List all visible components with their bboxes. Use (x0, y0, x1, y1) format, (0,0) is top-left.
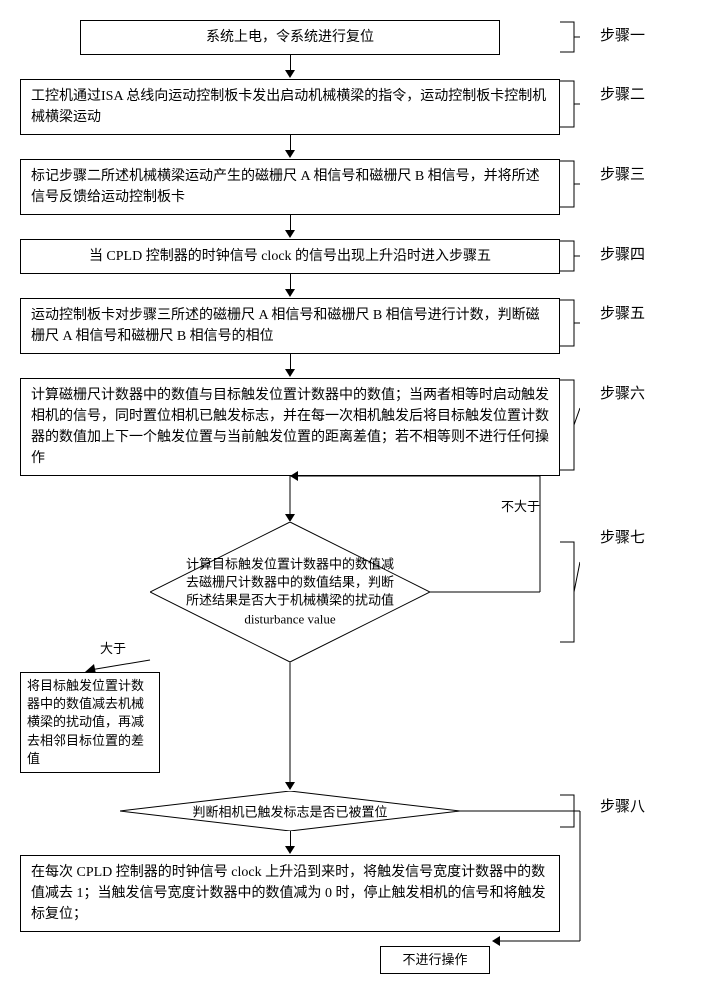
arrow-3-4 (20, 215, 560, 239)
step-6-label: 步骤六 (580, 378, 680, 403)
step-2-label: 步骤二 (580, 79, 680, 104)
step-7-gt-region: 将目标触发位置计数器中的数值减去机械横梁的扰动值，再减去相邻目标位置的差值 (20, 672, 560, 773)
step-8-no-text: 不进行操作 (402, 952, 467, 967)
step-3-row: 标记步骤二所述机械横梁运动产生的磁栅尺 A 相信号和磁栅尺 B 相信号，并将所述… (20, 159, 691, 215)
arrow-1-2 (20, 55, 560, 79)
step-8-no-region: 不进行操作 (20, 932, 560, 982)
step-8-yes-row: 在每次 CPLD 控制器的时钟信号 clock 上升沿到来时，将触发信号宽度计数… (20, 855, 691, 932)
step-4-text: 当 CPLD 控制器的时钟信号 clock 的信号出现上升沿时进入步骤五 (89, 249, 491, 264)
step-6-row: 计算磁栅尺计数器中的数值与目标触发位置计数器中的数值；当两者相等时启动触发相机的… (20, 378, 691, 476)
step-8-no-box: 不进行操作 (380, 946, 490, 974)
step-4-label: 步骤四 (580, 239, 680, 264)
step-2-row: 工控机通过ISA 总线向运动控制板卡发出启动机械横梁的指令，运动控制板卡控制机械… (20, 79, 691, 135)
step-4-box: 当 CPLD 控制器的时钟信号 clock 的信号出现上升沿时进入步骤五 (20, 239, 560, 274)
step-5-label: 步骤五 (580, 298, 680, 323)
step-5-box: 运动控制板卡对步骤三所述的磁栅尺 A 相信号和磁栅尺 B 相信号进行计数，判断磁… (20, 298, 560, 354)
step-4-row: 当 CPLD 控制器的时钟信号 clock 的信号出现上升沿时进入步骤五 步骤四 (20, 239, 691, 274)
ngt-label: 不大于 (501, 496, 540, 515)
arrow-2-3 (20, 135, 560, 159)
step-3-text: 标记步骤二所述机械横梁运动产生的磁栅尺 A 相信号和磁栅尺 B 相信号，并将所述… (31, 169, 540, 205)
step-1-text: 系统上电，令系统进行复位 (206, 30, 374, 45)
arrow-6-7-region: 不大于 (20, 476, 560, 522)
flowchart: 系统上电，令系统进行复位 步骤一 工控机通过ISA 总线向运动控制板卡发出启动机… (20, 20, 691, 982)
step-2-box: 工控机通过ISA 总线向运动控制板卡发出启动机械横梁的指令，运动控制板卡控制机械… (20, 79, 560, 135)
step-1-label: 步骤一 (580, 20, 680, 45)
step-1-row: 系统上电，令系统进行复位 步骤一 (20, 20, 691, 55)
step-5-row: 运动控制板卡对步骤三所述的磁栅尺 A 相信号和磁栅尺 B 相信号进行计数，判断磁… (20, 298, 691, 354)
step-7-label: 步骤七 (580, 522, 680, 547)
step-5-text: 运动控制板卡对步骤三所述的磁栅尺 A 相信号和磁栅尺 B 相信号进行计数，判断磁… (31, 308, 540, 344)
step-2-text: 工控机通过ISA 总线向运动控制板卡发出启动机械横梁的指令，运动控制板卡控制机械… (31, 89, 546, 125)
arrow-5-6 (20, 354, 560, 378)
step-3-box: 标记步骤二所述机械横梁运动产生的磁栅尺 A 相信号和磁栅尺 B 相信号，并将所述… (20, 159, 560, 215)
step-1-box: 系统上电，令系统进行复位 (80, 20, 500, 55)
step-3-label: 步骤三 (580, 159, 680, 184)
step-6-text: 计算磁栅尺计数器中的数值与目标触发位置计数器中的数值；当两者相等时启动触发相机的… (31, 388, 549, 466)
arrow-4-5 (20, 274, 560, 298)
step-6-box: 计算磁栅尺计数器中的数值与目标触发位置计数器中的数值；当两者相等时启动触发相机的… (20, 378, 560, 476)
